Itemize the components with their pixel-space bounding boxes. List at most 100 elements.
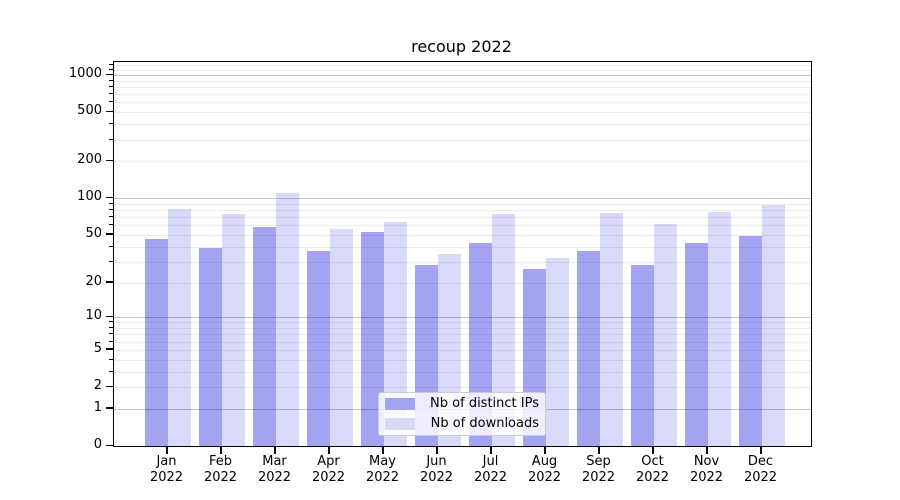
y-tick-label: 100 bbox=[77, 189, 102, 205]
y-minor-tick-mark bbox=[109, 340, 113, 342]
x-tick-mark bbox=[544, 446, 546, 454]
bar-downloads bbox=[545, 258, 569, 446]
x-tick-label: Jan 2022 bbox=[149, 454, 184, 485]
gridline bbox=[114, 94, 811, 96]
x-tick-label: Dec 2022 bbox=[743, 454, 778, 485]
x-tick-label: Aug 2022 bbox=[527, 454, 562, 485]
legend-swatch-downloads bbox=[385, 418, 415, 430]
gridline bbox=[114, 334, 811, 336]
x-tick-mark bbox=[166, 446, 168, 454]
y-tick-mark bbox=[106, 444, 113, 446]
y-minor-tick-mark bbox=[109, 79, 113, 81]
gridline bbox=[114, 322, 811, 324]
gridline bbox=[114, 217, 811, 219]
y-minor-tick-mark bbox=[109, 216, 113, 218]
x-tick-mark bbox=[490, 446, 492, 454]
gridline bbox=[114, 161, 811, 163]
bar-distinct-ips bbox=[252, 227, 276, 446]
x-tick-mark bbox=[274, 446, 276, 454]
y-minor-tick-mark bbox=[109, 224, 113, 226]
y-tick-mark bbox=[106, 110, 113, 113]
y-minor-tick-mark bbox=[109, 209, 113, 210]
bar-downloads bbox=[599, 212, 623, 446]
gridline bbox=[114, 359, 811, 361]
bar-downloads bbox=[167, 208, 191, 446]
gridline bbox=[114, 102, 811, 104]
y-minor-tick-mark bbox=[109, 370, 113, 372]
x-tick-mark bbox=[760, 446, 762, 454]
bar-distinct-ips bbox=[306, 250, 330, 446]
y-tick-label: 10 bbox=[85, 308, 102, 324]
y-tick-mark bbox=[106, 196, 113, 199]
y-tick-mark bbox=[106, 315, 113, 318]
gridline bbox=[114, 246, 811, 248]
x-tick-label: Nov 2022 bbox=[689, 454, 724, 485]
gridline bbox=[114, 234, 811, 236]
y-tick-mark bbox=[106, 348, 113, 350]
y-minor-tick-mark bbox=[109, 123, 113, 125]
chart-title: recoup 2022 bbox=[411, 37, 512, 56]
gridline bbox=[114, 282, 811, 284]
bar-downloads bbox=[761, 204, 785, 446]
y-tick-label: 5 bbox=[93, 340, 102, 356]
gridline bbox=[114, 75, 811, 76]
y-minor-tick-mark bbox=[109, 202, 113, 204]
gridline bbox=[114, 328, 811, 329]
x-tick-label: Feb 2022 bbox=[203, 454, 238, 485]
bar-distinct-ips bbox=[360, 231, 384, 446]
gridline bbox=[114, 65, 811, 67]
legend-item-downloads: Nb of downloads bbox=[385, 415, 539, 433]
legend-label-downloads: Nb of downloads bbox=[430, 416, 539, 431]
gridline bbox=[114, 317, 811, 319]
gridline bbox=[114, 203, 811, 205]
x-tick-label: May 2022 bbox=[365, 454, 400, 485]
gridline bbox=[114, 371, 811, 373]
y-minor-tick-mark bbox=[109, 101, 113, 103]
y-minor-tick-mark bbox=[109, 64, 113, 66]
bar-downloads bbox=[275, 192, 299, 446]
y-tick-label: 0 bbox=[93, 437, 102, 452]
gridline bbox=[114, 139, 811, 141]
x-tick-label: Sep 2022 bbox=[581, 454, 616, 485]
y-tick-label: 2 bbox=[93, 378, 102, 393]
y-tick-mark bbox=[106, 233, 113, 235]
bar-downloads bbox=[221, 214, 245, 446]
y-minor-tick-mark bbox=[109, 68, 113, 70]
bar-downloads bbox=[653, 224, 677, 446]
y-minor-tick-mark bbox=[109, 260, 113, 262]
y-tick-mark bbox=[106, 73, 113, 75]
y-minor-tick-mark bbox=[109, 358, 113, 360]
gridline bbox=[114, 225, 811, 227]
y-minor-tick-mark bbox=[109, 93, 113, 95]
gridline bbox=[114, 80, 811, 82]
bar-distinct-ips bbox=[738, 235, 762, 446]
x-tick-label: Apr 2022 bbox=[311, 454, 346, 485]
y-tick-label: 20 bbox=[85, 273, 102, 289]
x-tick-mark bbox=[382, 446, 384, 454]
bar-downloads bbox=[707, 212, 731, 446]
x-tick-mark bbox=[436, 446, 438, 454]
x-tick-mark bbox=[220, 446, 222, 454]
y-tick-label: 1 bbox=[93, 399, 102, 415]
legend-swatch-distinct-ips bbox=[385, 398, 415, 410]
gridline bbox=[114, 86, 811, 88]
y-minor-tick-mark bbox=[109, 333, 113, 335]
plot-area: Nb of distinct IPs Nb of downloads bbox=[113, 61, 812, 447]
gridline bbox=[114, 124, 811, 126]
legend-item-distinct-ips: Nb of distinct IPs bbox=[385, 395, 539, 413]
gridline bbox=[114, 387, 811, 388]
y-tick-label: 200 bbox=[77, 152, 102, 168]
x-tick-mark bbox=[652, 446, 654, 454]
x-tick-label: Oct 2022 bbox=[635, 454, 670, 485]
bar-downloads bbox=[383, 221, 407, 446]
bar-distinct-ips bbox=[576, 250, 600, 446]
gridline bbox=[114, 112, 811, 114]
gridline bbox=[114, 210, 811, 211]
bar-distinct-ips bbox=[684, 242, 708, 446]
bar-distinct-ips bbox=[630, 265, 654, 446]
bar-distinct-ips bbox=[144, 239, 168, 446]
y-tick-label: 500 bbox=[77, 103, 102, 119]
y-minor-tick-mark bbox=[109, 321, 113, 323]
x-tick-mark bbox=[328, 446, 330, 454]
